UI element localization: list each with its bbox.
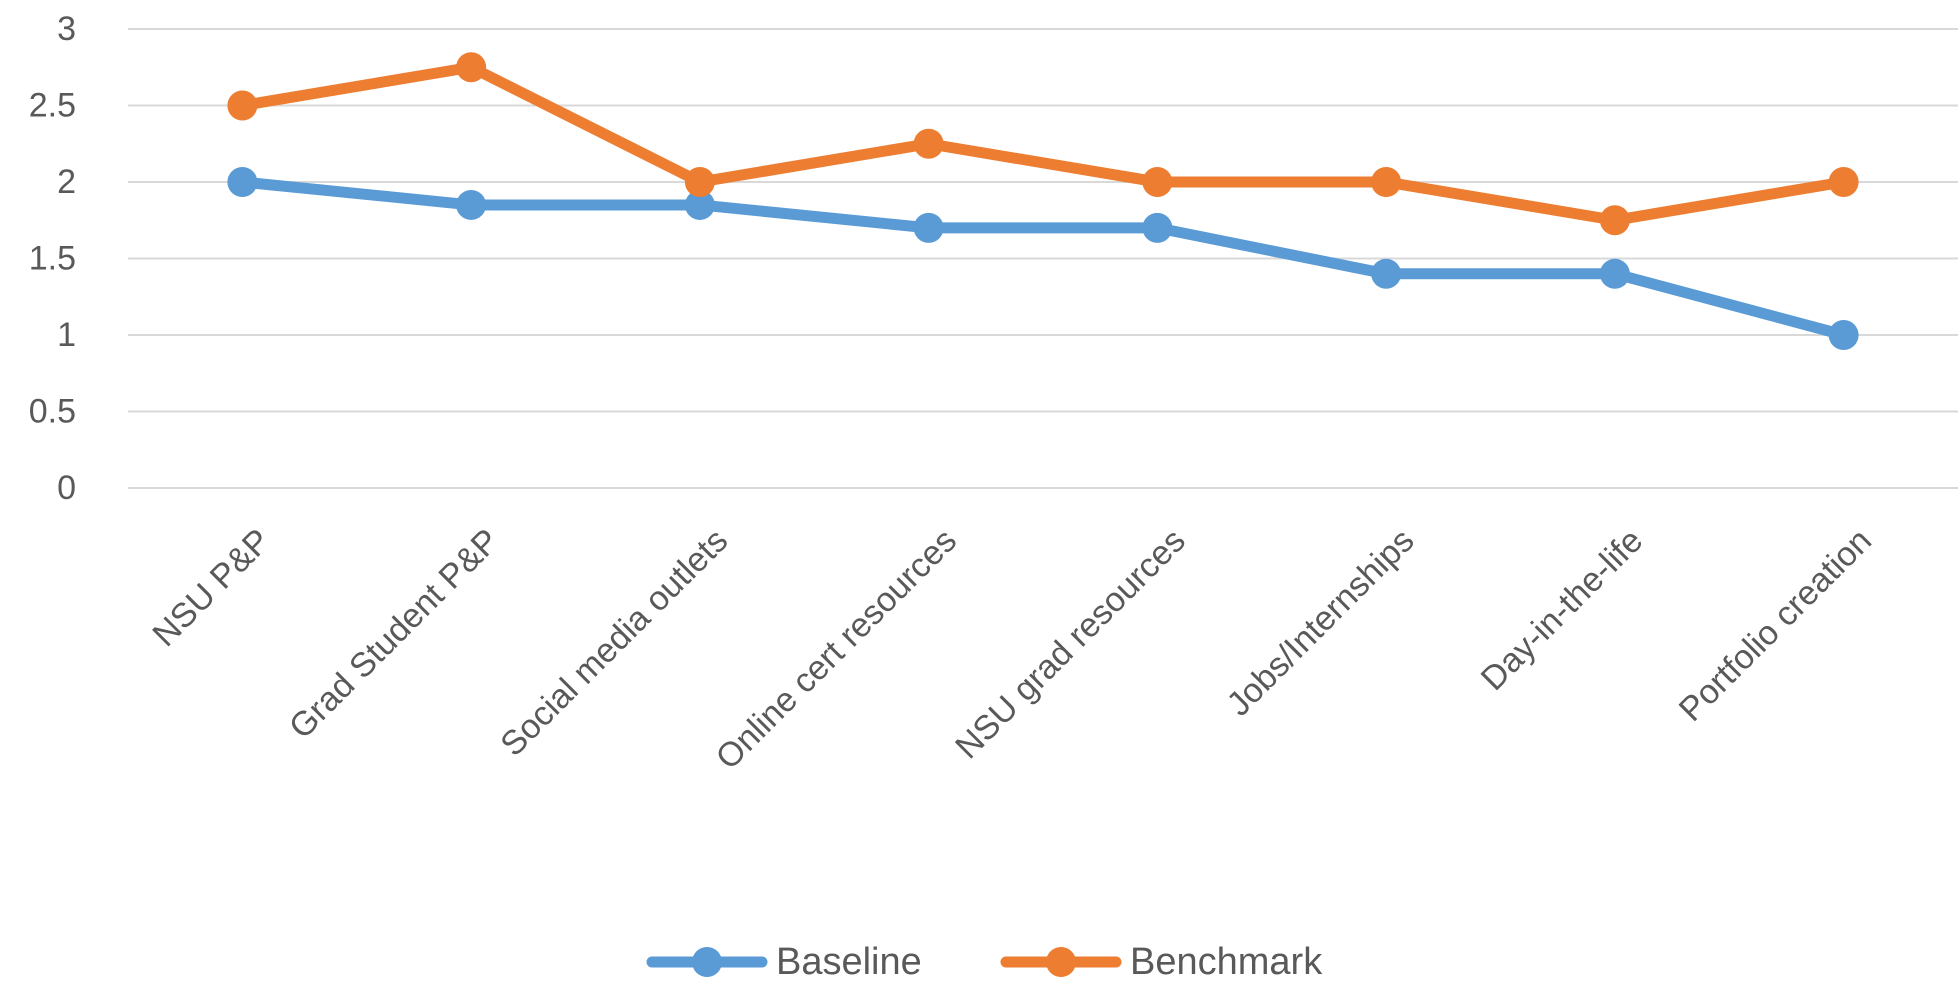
baseline-point [1371, 258, 1402, 289]
legend: Baseline Benchmark [646, 941, 1323, 983]
benchmark-line [236, 61, 1850, 226]
y-tick-label: 2.5 [29, 87, 76, 125]
y-tick-label: 1.5 [29, 240, 76, 278]
y-tick-label: 0.5 [29, 393, 76, 431]
legend-label: Benchmark [1130, 941, 1323, 983]
y-tick-label: 2 [57, 163, 76, 201]
baseline-point [1828, 320, 1859, 350]
x-tick-label: NSU P&P [145, 522, 277, 654]
benchmark-point [684, 167, 715, 197]
series-baseline [227, 167, 1859, 350]
benchmark-point [1371, 167, 1402, 197]
benchmark-point [456, 52, 487, 83]
x-tick-label: Portfolio creation [1672, 522, 1879, 729]
y-tick-label: 3 [57, 10, 76, 48]
legend-item-benchmark: Benchmark [1000, 941, 1323, 983]
baseline-point [1599, 258, 1630, 289]
x-tick-label: Social media outlets [493, 522, 735, 764]
benchmark-point [913, 128, 944, 159]
legend-label: Baseline [776, 941, 922, 983]
baseline-point [913, 212, 944, 243]
benchmark-point [227, 90, 258, 121]
baseline-point [456, 189, 487, 220]
y-tick-label: 0 [57, 469, 76, 507]
y-tick-label: 1 [57, 316, 76, 354]
benchmark-point [1599, 205, 1630, 236]
baseline-line [236, 176, 1850, 341]
benchmark-point [1828, 167, 1859, 197]
x-tick-label: Day-in-the-life [1474, 522, 1651, 699]
legend-marker-swatch [692, 947, 722, 977]
series-layer [227, 52, 1859, 350]
benchmark-point [1142, 167, 1173, 197]
baseline-point [684, 189, 715, 220]
x-tick-label: Jobs/Internships [1220, 522, 1422, 724]
series-benchmark [227, 52, 1859, 236]
legend-marker-swatch [1046, 947, 1076, 977]
y-axis-tick-labels: 0 0.5 1 1.5 2 2.5 3 [29, 10, 76, 507]
x-tick-label: Grad Student P&P [282, 522, 507, 747]
gridlines [128, 28, 1958, 489]
x-tick-label: Online cert resources [709, 522, 964, 777]
baseline-point [227, 167, 258, 197]
baseline-point [1142, 212, 1173, 243]
legend-item-baseline: Baseline [646, 941, 922, 983]
x-tick-label: NSU grad resources [948, 522, 1193, 767]
